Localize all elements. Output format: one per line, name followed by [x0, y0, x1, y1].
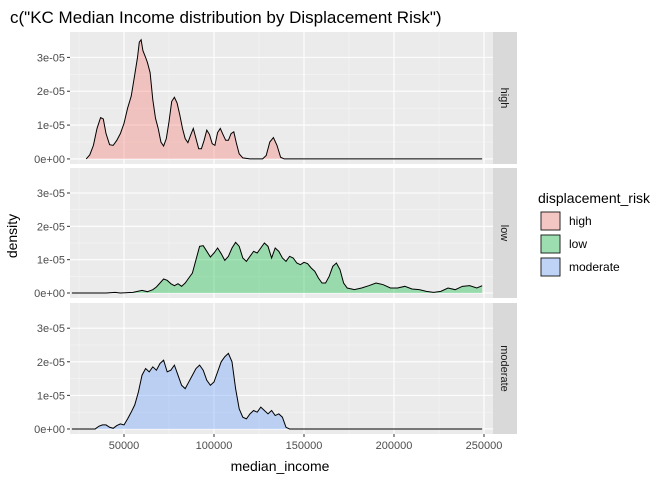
legend-key-moderate	[540, 257, 561, 277]
y-tick-label: 3e-05	[37, 188, 65, 200]
legend-key-background	[540, 211, 561, 231]
panel-low: 0e+00 1e-05 2e-05 3e-05 low	[34, 168, 517, 300]
y-tick-label: 1e-05	[37, 255, 65, 267]
x-tick-label: 50000	[109, 440, 140, 452]
legend-key-high	[540, 211, 561, 231]
legend-key-background	[540, 257, 561, 277]
y-tick-label: 3e-05	[37, 323, 65, 335]
x-tick-label: 200000	[376, 440, 413, 452]
facet-strip-high	[493, 32, 517, 164]
x-tick-label: 150000	[286, 440, 323, 452]
y-tick-label: 0e+00	[34, 288, 65, 300]
y-tick-label: 0e+00	[34, 424, 65, 436]
legend-label-moderate: moderate	[569, 260, 620, 274]
facet-strip-label: moderate	[498, 345, 510, 391]
x-axis-title: median_income	[231, 458, 330, 474]
panel-high: 0e+00 1e-05 2e-05 3e-05 high	[34, 32, 517, 166]
y-tick-label: 1e-05	[37, 120, 65, 132]
legend-label-high: high	[569, 214, 592, 228]
y-tick-label: 2e-05	[37, 357, 65, 369]
panel-moderate: 0e+00 1e-05 2e-05 3e-05 moderate	[34, 303, 517, 436]
density-area-low	[71, 242, 483, 293]
y-tick-label: 2e-05	[37, 86, 65, 98]
y-tick-label: 2e-05	[37, 221, 65, 233]
density-line-high	[85, 38, 483, 160]
facet-strip-label: low	[498, 225, 510, 242]
x-tick-label: 250000	[466, 440, 503, 452]
legend-key-low	[540, 234, 561, 254]
y-tick-label: 1e-05	[37, 390, 65, 402]
y-axis-title: density	[4, 214, 20, 258]
density-line-moderate	[71, 352, 483, 430]
density-line-low	[71, 241, 483, 294]
facet-strip-label: high	[498, 88, 510, 109]
legend-title: displacement_risk	[538, 190, 651, 206]
facet-panels: 0e+00 1e-05 2e-05 3e-05 high 0e+00 1e-05 2e-05 3…	[34, 32, 517, 436]
legend-label-low: low	[569, 237, 587, 251]
facet-strip-low	[493, 168, 517, 298]
chart-title: c("KC Median Income distribution by Disp…	[10, 8, 442, 27]
legend: displacement_risk high low moderate	[538, 190, 651, 277]
density-area-high	[86, 39, 483, 159]
legend-key-background	[540, 234, 561, 254]
facet-strip-moderate	[493, 303, 517, 434]
y-tick-label: 0e+00	[34, 154, 65, 166]
density-area-moderate	[71, 353, 483, 429]
y-tick-label: 3e-05	[37, 52, 65, 64]
x-tick-label: 100000	[196, 440, 233, 452]
x-axis: 50000 100000 150000 200000 250000	[109, 434, 503, 452]
